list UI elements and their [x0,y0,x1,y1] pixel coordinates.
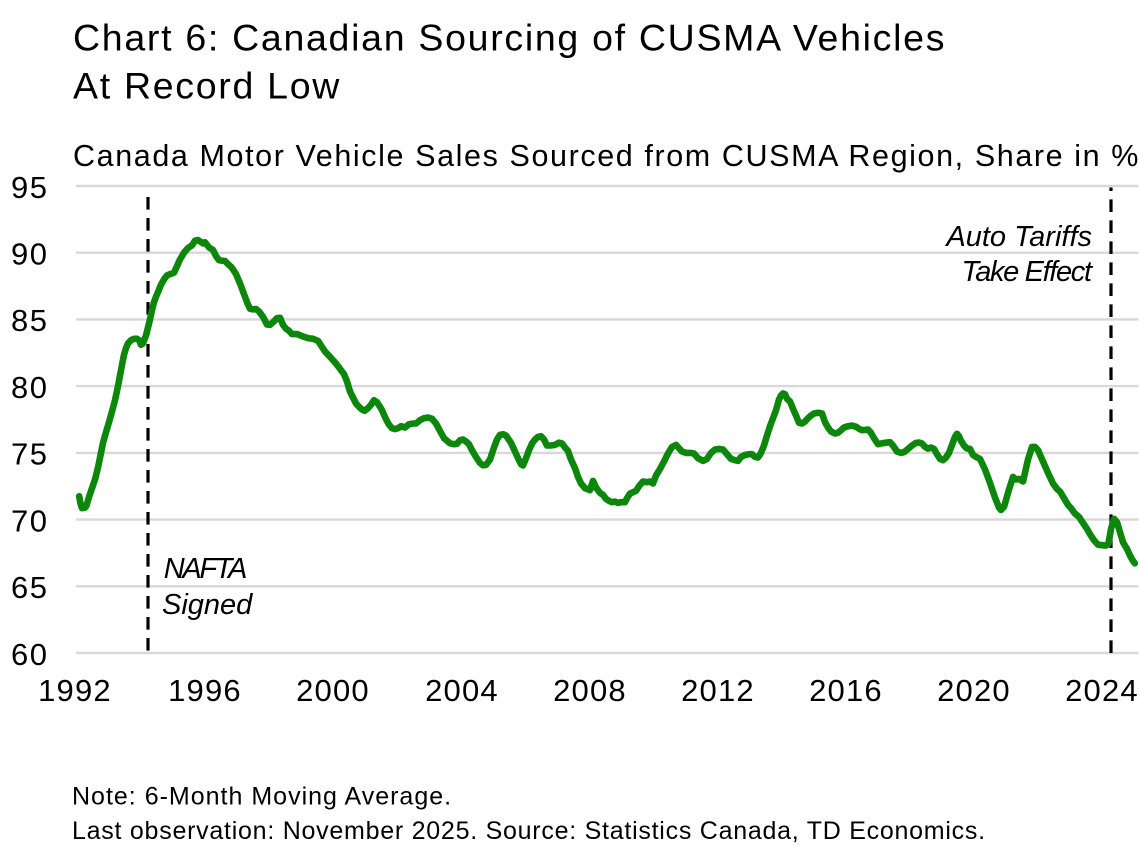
svg-text:Auto Tariffs: Auto Tariffs [944,221,1092,253]
svg-text:75: 75 [11,437,48,472]
svg-text:90: 90 [11,237,48,272]
svg-text:Chart 6: Canadian Sourcing of: Chart 6: Canadian Sourcing of CUSMA Vehi… [73,17,946,59]
svg-text:NAFTA: NAFTA [164,553,248,585]
svg-text:1992: 1992 [38,673,112,708]
svg-text:Take Effect: Take Effect [962,256,1094,288]
svg-text:65: 65 [11,570,48,605]
svg-text:2008: 2008 [553,673,627,708]
svg-text:2020: 2020 [937,673,1011,708]
svg-text:70: 70 [11,503,48,538]
svg-text:2012: 2012 [681,673,755,708]
svg-text:95: 95 [11,170,48,205]
svg-text:2024: 2024 [1065,673,1139,708]
svg-text:Signed: Signed [162,589,253,621]
svg-text:80: 80 [11,370,48,405]
svg-text:2016: 2016 [809,673,883,708]
svg-text:60: 60 [11,637,48,672]
svg-text:85: 85 [11,303,48,338]
svg-text:1996: 1996 [168,673,242,708]
svg-text:Last observation: November 202: Last observation: November 2025. Source:… [72,817,986,845]
svg-text:Note: 6-Month Moving Average.: Note: 6-Month Moving Average. [72,783,452,811]
svg-text:At Record Low: At Record Low [73,65,341,107]
svg-text:2000: 2000 [296,673,370,708]
svg-text:2004: 2004 [425,673,499,708]
svg-text:Canada Motor Vehicle Sales Sou: Canada Motor Vehicle Sales Sourced from … [73,139,1139,173]
